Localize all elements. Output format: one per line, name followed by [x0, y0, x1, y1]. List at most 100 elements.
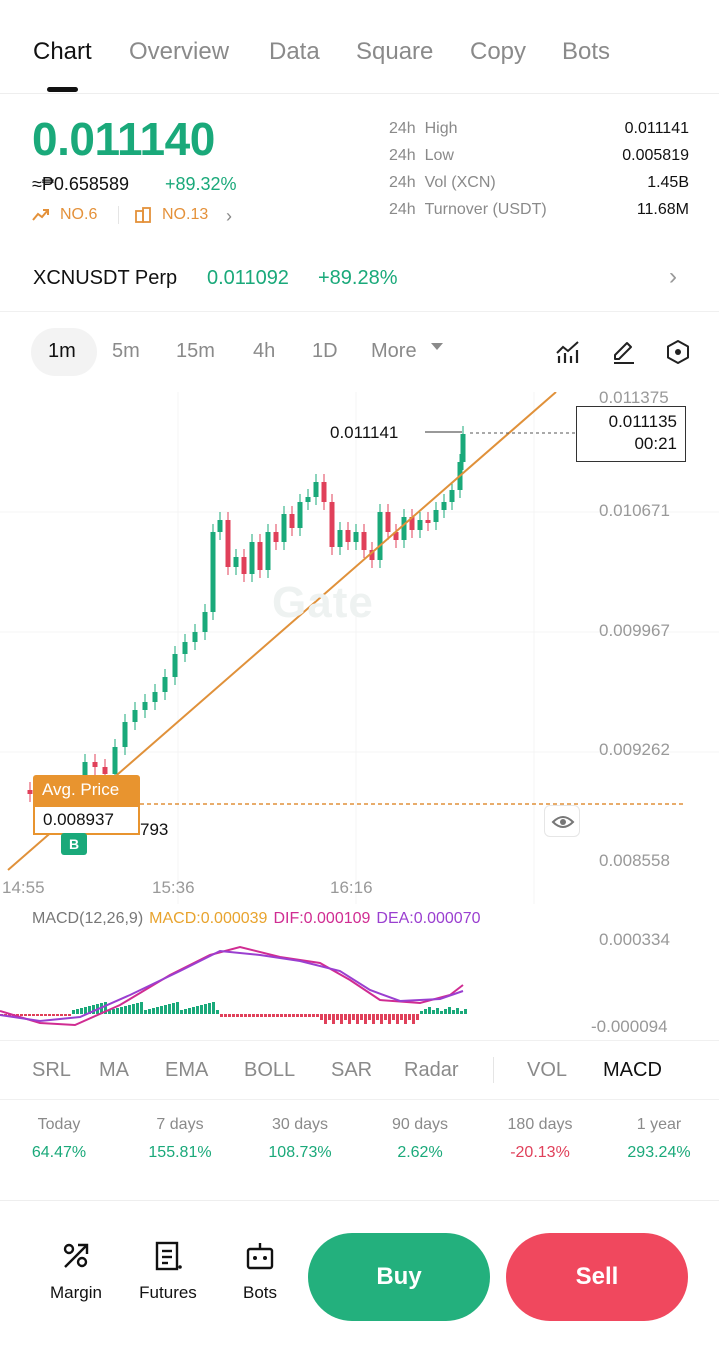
macd-histogram-bar — [252, 1014, 255, 1017]
settings-hex-icon[interactable] — [664, 338, 692, 366]
indicator-sar[interactable]: SAR — [331, 1059, 373, 1081]
gate-watermark-logo: Gate — [272, 578, 374, 627]
stat-row-volume: 24h Vol (XCN) 1.45B — [389, 174, 689, 196]
interval-1m[interactable]: 1m — [48, 340, 76, 362]
indicator-tab-row: SRL MA EMA BOLL SAR Radar VOL MACD — [0, 1040, 719, 1100]
macd-histogram-bar — [184, 1009, 187, 1014]
macd-histogram-bar — [320, 1014, 323, 1020]
interval-more[interactable]: More — [371, 340, 417, 362]
indicator-srl[interactable]: SRL — [32, 1059, 71, 1081]
macd-histogram-bar — [404, 1014, 407, 1024]
last-price-value: 0.011135 — [608, 412, 677, 431]
macd-histogram-bar — [52, 1014, 55, 1016]
candlestick-chart[interactable] — [0, 392, 719, 904]
indicator-radar[interactable]: Radar — [404, 1059, 459, 1081]
macd-histogram-bar — [232, 1014, 235, 1017]
x-axis-tick: 16:16 — [330, 878, 373, 897]
macd-title: MACD(12,26,9) — [32, 910, 144, 927]
candle-body — [217, 520, 223, 532]
candle-body — [225, 520, 231, 567]
candle-body — [122, 722, 128, 747]
perf-30d: 30 days 108.73% — [245, 1116, 355, 1162]
interval-1d[interactable]: 1D — [312, 340, 338, 362]
macd-histogram-bar — [268, 1014, 271, 1017]
candle-body — [329, 502, 335, 547]
stat-period: 24h — [389, 120, 416, 137]
x-axis-tick: 15:36 — [152, 878, 195, 897]
tab-overview[interactable]: Overview — [129, 38, 230, 65]
macd-histogram-bar — [304, 1014, 307, 1017]
margin-button[interactable]: Margin — [31, 1240, 121, 1303]
indicator-ema[interactable]: EMA — [165, 1059, 209, 1081]
low-marker-label: 793 — [140, 820, 169, 839]
tab-data[interactable]: Data — [269, 38, 320, 65]
eye-icon[interactable] — [544, 805, 580, 837]
buy-button[interactable]: Buy — [308, 1233, 490, 1321]
macd-histogram-bar — [292, 1014, 295, 1017]
macd-histogram-bar — [384, 1014, 387, 1020]
rank-trend-badge[interactable]: NO.6 — [60, 206, 98, 223]
perf-period: 90 days — [391, 1116, 449, 1133]
chevron-right-icon[interactable]: › — [226, 206, 232, 226]
candle-body — [202, 612, 208, 632]
macd-histogram-bar — [324, 1014, 327, 1024]
indicator-icon[interactable] — [554, 338, 582, 366]
perf-value: 2.62% — [397, 1144, 443, 1161]
tab-chart[interactable]: Chart — [33, 38, 92, 65]
candle-body — [393, 532, 399, 540]
interval-15m[interactable]: 15m — [176, 340, 215, 362]
macd-histogram-bar — [56, 1014, 59, 1016]
draw-pen-icon[interactable] — [610, 338, 638, 366]
macd-histogram-bar — [428, 1007, 431, 1014]
price-chart-canvas[interactable] — [0, 392, 719, 904]
stat-value: 11.68M — [636, 201, 689, 218]
avg-price-number: 0.008937 — [43, 810, 114, 829]
macd-histogram-bar — [224, 1014, 227, 1017]
candle-body — [249, 542, 255, 574]
indicator-vol[interactable]: VOL — [527, 1059, 568, 1081]
macd-histogram-bar — [408, 1014, 411, 1020]
macd-histogram-bar — [284, 1014, 287, 1017]
tab-bots[interactable]: Bots — [562, 38, 611, 65]
sell-button[interactable]: Sell — [506, 1233, 688, 1321]
macd-histogram-bar — [136, 1003, 139, 1014]
bots-button[interactable]: Bots — [215, 1240, 305, 1303]
futures-button[interactable]: Futures — [123, 1240, 213, 1303]
divider — [0, 311, 719, 312]
candle-body — [27, 790, 33, 794]
indicator-ma[interactable]: MA — [99, 1059, 129, 1081]
interval-4h[interactable]: 4h — [253, 340, 276, 362]
macd-histogram-bar — [312, 1014, 315, 1017]
perp-contract-row[interactable]: XCNUSDT Perp 0.011092 +89.28% › — [0, 255, 719, 305]
candle-body — [192, 632, 198, 642]
macd-histogram-bar — [348, 1014, 351, 1024]
tab-copy[interactable]: Copy — [470, 38, 527, 65]
rank-sector-badge[interactable]: NO.13 — [162, 206, 209, 223]
tab-square[interactable]: Square — [356, 38, 434, 65]
macd-histogram-bar — [300, 1014, 303, 1017]
indicator-macd[interactable]: MACD — [603, 1059, 662, 1081]
stat-value: 0.011141 — [624, 120, 689, 137]
candle-body — [257, 542, 263, 570]
candle-body — [102, 767, 108, 774]
indicator-boll[interactable]: BOLL — [244, 1059, 296, 1081]
interval-5m[interactable]: 5m — [112, 340, 140, 362]
macd-histogram-bar — [332, 1014, 335, 1024]
macd-histogram-bar — [88, 1006, 91, 1014]
macd-histogram-bar — [316, 1014, 319, 1017]
macd-chart[interactable] — [0, 935, 580, 1035]
candle-body — [172, 654, 178, 677]
stat-label: High — [424, 120, 458, 137]
macd-histogram-bar — [84, 1007, 87, 1014]
buy-marker-badge[interactable]: B — [61, 833, 87, 855]
macd-histogram-bar — [208, 1003, 211, 1014]
macd-histogram-bar — [432, 1010, 435, 1014]
last-price-tag[interactable]: 0.011135 00:21 — [576, 406, 686, 462]
candle-body — [433, 510, 439, 522]
macd-histogram-bar — [160, 1006, 163, 1014]
perp-name: XCNUSDT Perp — [33, 267, 178, 289]
candle-body — [281, 514, 287, 542]
macd-y-tick: 0.000334 — [599, 930, 670, 949]
candle-body — [305, 497, 311, 502]
stat-value: 1.45B — [647, 174, 689, 191]
